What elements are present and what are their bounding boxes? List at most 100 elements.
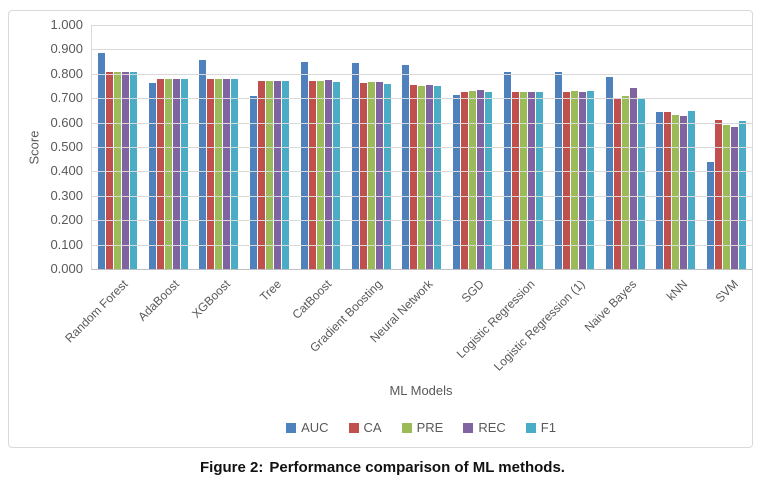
bar-ca-gradient-boosting [359,83,367,269]
x-tick-label: Logistic Regression (1) [491,277,588,374]
figure-caption: Figure 2: Performance comparison of ML me… [0,459,765,476]
bar-pre-adaboost [164,79,172,269]
legend-item-pre: PRE [401,420,444,435]
gridline [92,98,752,99]
y-axis-tick-labels: 1.000 0.900 0.800 0.700 0.600 0.500 0.400 0.300… [9,11,83,447]
bar-group-logistic-regression-1- [549,25,600,269]
bar-ca-svm [715,120,723,269]
y-tick-label: 0.200 [50,212,83,227]
bar-group-neural-network [397,25,448,269]
bar-group-sgd [447,25,498,269]
bar-rec-xgboost [223,79,231,269]
bar-ca-adaboost [156,79,164,269]
bar-f1-catboost [332,82,340,269]
legend-swatch-icon [401,422,412,433]
figure-caption-prefix: Figure 2: [200,459,264,476]
bar-group-knn [650,25,701,269]
bar-auc-tree [250,96,258,269]
bar-rec-adaboost [172,79,180,269]
x-axis-tick-labels: Random Forest AdaBoost XGBoost Tree CatBoost… [63,270,751,374]
legend-label: REC [478,420,506,435]
bar-pre-naive-bayes [621,96,629,269]
bars-row [92,25,752,269]
y-tick-label: 0.100 [50,237,83,252]
bar-rec-knn [680,116,688,269]
bar-f1-xgboost [231,79,239,269]
bar-pre-catboost [316,81,324,269]
bar-group-gradient-boosting [346,25,397,269]
bar-auc-sgd [453,95,461,269]
bar-auc-gradient-boosting [351,63,359,269]
x-axis-title: ML Models [389,383,453,398]
bar-pre-logistic-regression [520,92,527,269]
x-tick-label: Naive Bayes [581,277,639,335]
legend-item-rec: REC [463,420,506,435]
bar-pre-svm [723,125,731,269]
y-tick-label: 0.300 [50,188,83,203]
x-tick-label: Tree [256,277,284,305]
y-tick-label: 0.800 [50,66,83,81]
y-tick-label: 0.900 [50,41,83,56]
bar-f1-random-forest [129,72,137,269]
bar-f1-adaboost [180,79,188,269]
bar-pre-neural-network [418,86,426,269]
bar-pre-sgd [469,91,477,269]
bar-f1-logistic-regression-1- [586,91,594,269]
bar-pre-logistic-regression-1- [570,91,578,269]
y-tick-label: 1.000 [50,17,83,32]
bar-f1-logistic-regression [536,92,543,269]
legend-item-f1: F1 [525,420,556,435]
bar-f1-tree [282,81,290,269]
bar-group-naive-bayes [600,25,651,269]
bar-auc-random-forest [97,53,105,269]
bar-ca-knn [664,112,672,269]
bar-rec-gradient-boosting [375,82,383,269]
bar-auc-xgboost [199,60,207,269]
legend-label: F1 [540,420,556,435]
x-tick-label: SGD [458,277,487,306]
bar-auc-logistic-regression-1- [554,72,562,269]
bar-auc-neural-network [402,65,410,269]
legend-label: CA [363,420,382,435]
bar-ca-tree [258,81,266,269]
bar-auc-logistic-regression [504,72,511,269]
bar-f1-naive-bayes [637,99,645,269]
bar-f1-gradient-boosting [383,84,391,269]
x-tick-label: SVM [712,277,741,306]
bar-auc-adaboost [148,83,156,269]
bar-group-adaboost [143,25,194,269]
bar-pre-random-forest [113,72,121,269]
gridline [92,171,752,172]
y-tick-label: 0.700 [50,90,83,105]
gridline [92,245,752,246]
legend-item-ca: CA [348,420,382,435]
bar-auc-knn [656,112,664,269]
bar-ca-sgd [461,92,469,269]
y-tick-label: 0.500 [50,139,83,154]
bar-group-svm [701,25,752,269]
bar-group-logistic-regression [498,25,549,269]
gridline [92,220,752,221]
x-tick-label: kNN [663,277,690,304]
legend-item-auc: AUC [286,420,329,435]
bar-ca-random-forest [105,72,113,269]
x-tick-label: XGBoost [189,277,233,321]
bar-f1-sgd [485,92,493,269]
bar-rec-tree [274,81,282,269]
bar-auc-naive-bayes [605,77,613,269]
bar-rec-logistic-regression [528,92,535,269]
bar-ca-logistic-regression-1- [562,92,570,269]
legend-label: PRE [416,420,444,435]
gridline [92,74,752,75]
x-tick-label: CatBoost [289,277,334,322]
bar-ca-logistic-regression [512,92,519,269]
bar-group-catboost [295,25,346,269]
bar-f1-svm [739,121,747,269]
y-tick-label: 0.000 [50,261,83,276]
plot-area [91,25,752,270]
legend-swatch-icon [348,422,359,433]
bar-auc-catboost [300,62,308,269]
bar-rec-random-forest [121,72,129,269]
y-tick-label: 0.600 [50,115,83,130]
